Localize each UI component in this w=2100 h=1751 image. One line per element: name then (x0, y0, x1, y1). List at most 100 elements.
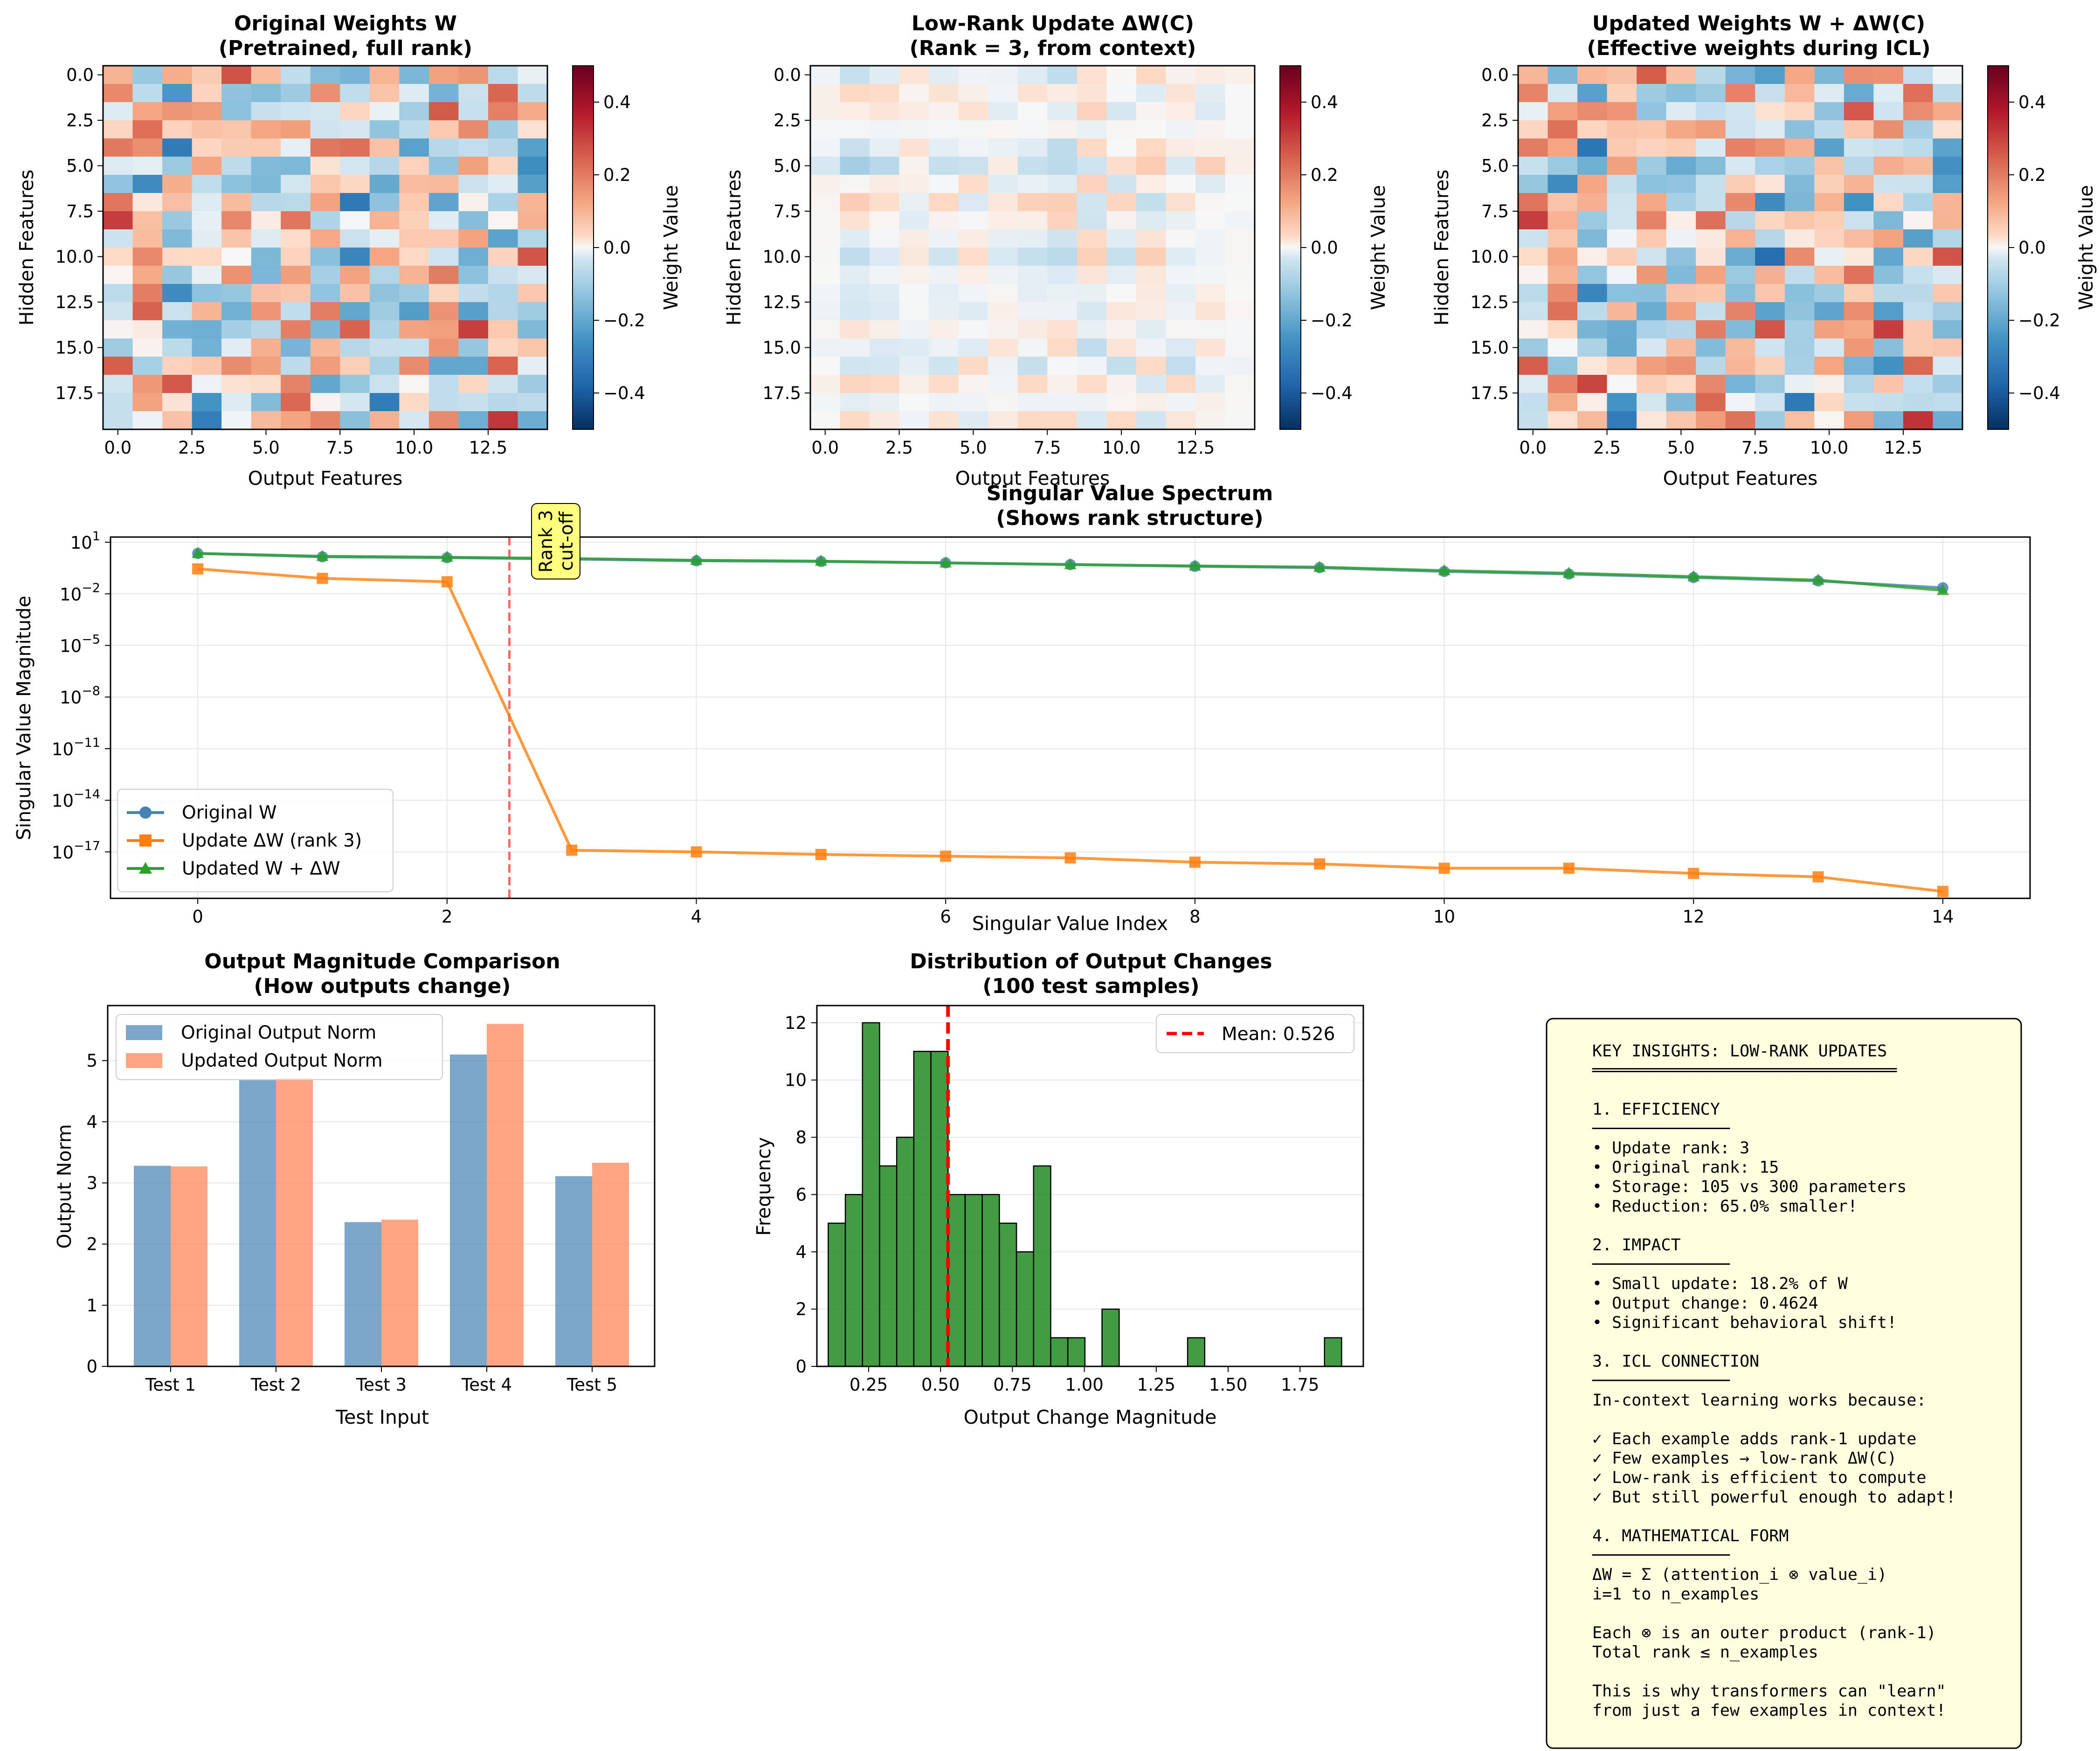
heatmap-panel-original: Original Weights W (Pretrained, full ran… (102, 12, 548, 430)
heatmap-cell (192, 320, 222, 339)
bars-ytick-label: 2 (86, 1234, 97, 1255)
heatmap-cell (221, 411, 252, 430)
heatmap-xtick-label: 7.5 (1034, 438, 1061, 458)
heatmap-cell (132, 229, 163, 248)
spectrum-point (1313, 560, 1326, 572)
heatmap-cell (1547, 138, 1578, 157)
heatmap-cell (1607, 193, 1637, 212)
hist-title-line1: Distribution of Output Changes (910, 950, 1272, 973)
heatmap-cell (310, 229, 340, 248)
heatmap-cell (103, 175, 133, 193)
heatmap-cell (1814, 211, 1844, 230)
heatmap-cell (958, 229, 988, 248)
heatmap-cell (1696, 338, 1726, 357)
heatmap-cell (1607, 357, 1637, 375)
heatmap-cell (369, 411, 400, 430)
heatmap-cell (221, 393, 252, 412)
heatmap-cell (1696, 248, 1726, 266)
heatmap-cell (458, 357, 489, 375)
heatmap-cell (1814, 157, 1844, 175)
heatmap-cell (369, 284, 400, 303)
heatmap-cell (369, 229, 400, 248)
heatmap-cell (1666, 375, 1696, 393)
heatmap-cell (929, 357, 959, 375)
heatmap-cell (958, 393, 988, 412)
heatmap-cell (1518, 320, 1548, 339)
heatmap-cell (840, 66, 870, 84)
heatmap-cell (1607, 320, 1637, 339)
heatmap-cell (1136, 175, 1166, 193)
heatmap-cell (251, 66, 281, 84)
heatmap-cell (1873, 157, 1904, 175)
heatmap-cell (1844, 411, 1874, 430)
heatmap-cell (1166, 138, 1196, 157)
heatmap-cell (810, 284, 841, 303)
heatmap-cell (1195, 320, 1226, 339)
heatmap-cell (1518, 266, 1548, 284)
heatmap-cell (1725, 157, 1755, 175)
heatmap-cell (1725, 66, 1755, 84)
heatmap-cell (399, 375, 429, 393)
output-norm-panel: Output Magnitude Comparison (How outputs… (53, 950, 656, 1428)
heatmap-cell (103, 302, 133, 321)
heatmap-cell (162, 66, 193, 84)
spectrum-point (441, 551, 453, 562)
heatmap-cell (1577, 84, 1608, 103)
heatmap-cell (251, 320, 281, 339)
heatmap-cell (840, 357, 870, 375)
heatmap-cell (1136, 102, 1166, 121)
insight-line: ────────────── (1592, 1546, 1730, 1565)
heatmap-cell (1873, 66, 1904, 84)
heatmap-cell (1017, 229, 1048, 248)
heatmap-cell (488, 229, 518, 248)
heatmap-cell (870, 175, 900, 193)
heatmap-cell (870, 411, 900, 430)
heatmap-cell (1106, 266, 1137, 284)
heatmap-cell (162, 411, 193, 430)
heatmap-xtick-label: 12.5 (1176, 438, 1215, 458)
heatmap-cell (1933, 157, 1963, 175)
spectrum-point (1188, 559, 1201, 571)
heatmap-cell (1666, 175, 1696, 193)
heatmap-cell (221, 193, 252, 212)
heatmap-cell (162, 120, 193, 139)
heatmap-cell (1136, 357, 1166, 375)
heatmap-cell (1225, 302, 1255, 321)
heatmap-cell (1903, 338, 1934, 357)
heatmap-cell (1696, 211, 1726, 230)
heatmap-cell (1047, 175, 1078, 193)
heatmap-cell (1844, 175, 1874, 193)
colorbar-tick-label: 0.4 (1311, 92, 1338, 112)
heatmap-cell (929, 102, 959, 121)
heatmap-cell (251, 102, 281, 121)
heatmap-cell (1755, 375, 1785, 393)
heatmap-cell (929, 411, 959, 430)
heatmap-cell (988, 284, 1018, 303)
heatmap-cell (399, 248, 429, 266)
heatmap-cell (369, 84, 400, 103)
heatmap-cell (281, 138, 311, 157)
heatmap-cell (1195, 284, 1226, 303)
heatmap-cell (192, 175, 222, 193)
heatmap-cell (958, 357, 988, 375)
heatmap-cell (103, 357, 133, 375)
heatmap-cell (1166, 229, 1196, 248)
heatmap-cell (899, 84, 929, 103)
heatmap-cell (310, 120, 340, 139)
insight-line: This is why transformers can "learn" (1592, 1682, 1946, 1701)
heatmap-cell (369, 393, 400, 412)
insight-line: i=1 to n_examples (1592, 1585, 1759, 1604)
heatmap-cell (988, 357, 1018, 375)
heatmap-cell (1547, 375, 1578, 393)
heatmap-cell (810, 193, 841, 212)
heatmap-cell (1696, 284, 1726, 303)
heatmap-cell (1873, 393, 1904, 412)
heatmap-cell (958, 175, 988, 193)
heatmap-ytick-label: 2.5 (1481, 110, 1509, 131)
heatmap-cell (1873, 102, 1904, 121)
heatmap-cell (1844, 338, 1874, 357)
insight-line: In-context learning works because: (1592, 1391, 1926, 1410)
heatmap-ytick-label: 17.5 (763, 383, 801, 403)
heatmap-cell (1577, 266, 1608, 284)
spectrum-point (1812, 573, 1824, 585)
